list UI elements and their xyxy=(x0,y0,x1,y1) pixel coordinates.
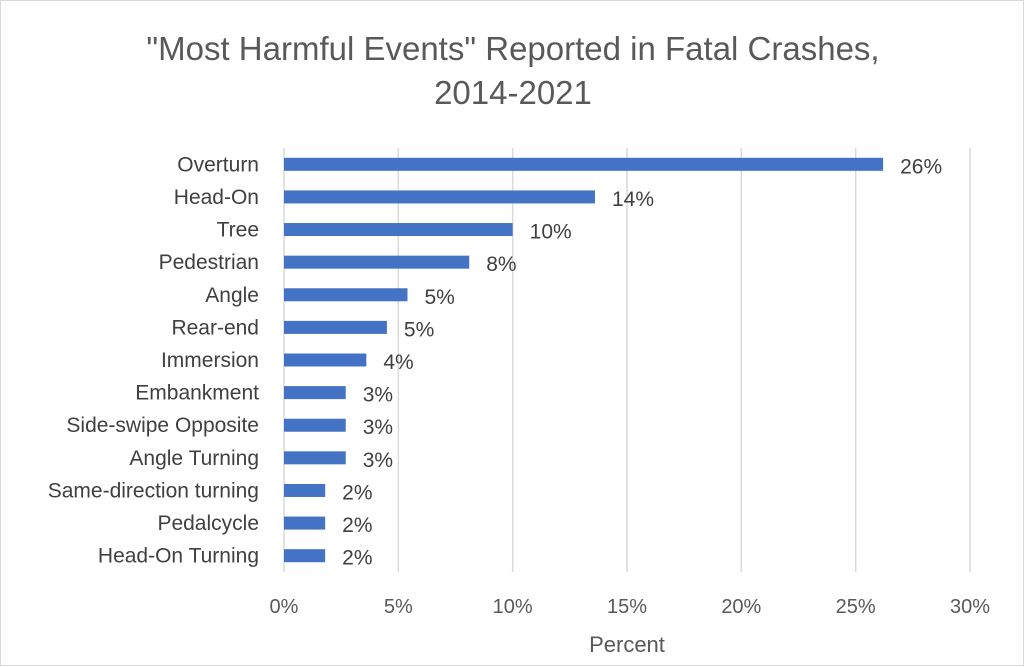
grid-lines xyxy=(283,148,971,572)
bar xyxy=(284,418,346,432)
data-label: 2% xyxy=(342,547,372,570)
bar xyxy=(284,549,326,563)
category-label: Angle Turning xyxy=(129,447,259,470)
x-tick-label: 15% xyxy=(607,596,647,618)
bar xyxy=(284,386,346,400)
x-tick-label: 30% xyxy=(950,596,990,618)
bar xyxy=(284,483,326,497)
data-label: 3% xyxy=(363,384,393,407)
x-tick-label: 0% xyxy=(270,596,299,618)
x-tick-label: 20% xyxy=(721,596,761,618)
category-label: Rear-end xyxy=(171,316,259,339)
category-label: Pedalcycle xyxy=(157,512,259,535)
x-tick-label: 5% xyxy=(384,596,413,618)
data-label: 8% xyxy=(486,253,516,276)
bar xyxy=(284,157,884,171)
bar xyxy=(284,353,367,367)
x-tick-label: 10% xyxy=(493,596,533,618)
data-label: 3% xyxy=(363,416,393,439)
bar xyxy=(284,190,595,204)
data-label: 4% xyxy=(383,351,413,374)
category-label: Head-On Turning xyxy=(98,545,259,568)
bar xyxy=(284,223,513,237)
data-label: 2% xyxy=(342,514,372,537)
x-tick-labels: 0% 5% 10% 15% 20% 25% 30% xyxy=(270,596,991,618)
data-label: 3% xyxy=(363,449,393,472)
category-label: Angle xyxy=(205,284,259,307)
bars xyxy=(284,157,884,563)
bar xyxy=(284,255,470,269)
category-label: Tree xyxy=(217,219,259,242)
x-axis-title: Percent xyxy=(589,632,665,657)
category-label: Same-direction turning xyxy=(48,479,259,502)
data-label: 2% xyxy=(342,481,372,504)
bar xyxy=(284,516,326,530)
category-label: Side-swipe Opposite xyxy=(66,414,259,437)
category-label: Head-On xyxy=(174,186,259,209)
category-label: Immersion xyxy=(161,349,259,372)
data-label: 5% xyxy=(424,286,454,309)
chart-title-line-2: 2014-2021 xyxy=(434,74,592,111)
data-labels: 26% 14% 10% 8% 5% 5% 4% 3% 3% 3% 2% 2% 2% xyxy=(342,155,942,569)
category-label: Overturn xyxy=(177,153,259,176)
x-tick-label: 25% xyxy=(836,596,876,618)
category-labels: Overturn Head-On Tree Pedestrian Angle Rear-e… xyxy=(48,153,259,567)
data-label: 26% xyxy=(900,155,942,178)
bar xyxy=(284,451,346,465)
bar xyxy=(284,288,408,302)
bar xyxy=(284,320,387,334)
data-label: 14% xyxy=(612,188,654,211)
category-label: Pedestrian xyxy=(159,251,259,274)
data-label: 5% xyxy=(404,318,434,341)
category-label: Embankment xyxy=(135,382,259,405)
data-label: 10% xyxy=(530,221,572,244)
chart-title-line-1: "Most Harmful Events" Reported in Fatal … xyxy=(146,30,879,67)
